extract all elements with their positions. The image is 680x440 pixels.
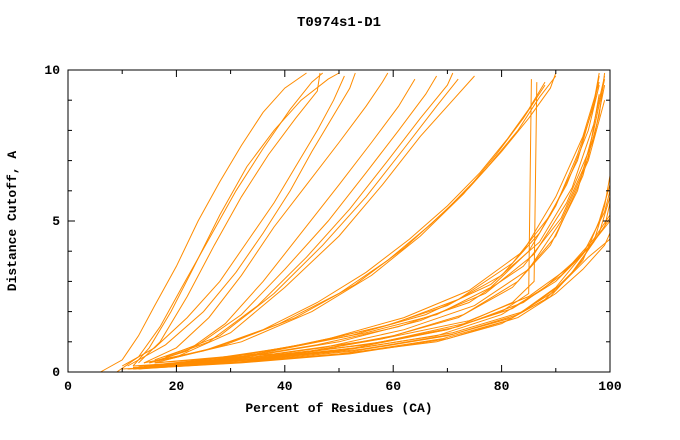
model-curve: [149, 78, 416, 364]
y-tick-label: 0: [52, 365, 60, 380]
model-curve: [143, 85, 606, 367]
model-curve: [149, 82, 538, 367]
model-curve: [116, 72, 324, 373]
model-curve: [138, 72, 321, 364]
chart-title: T0974s1-D1: [297, 15, 381, 31]
axes-group: [67, 69, 611, 373]
curves-group: [100, 72, 611, 373]
model-curve: [100, 72, 307, 373]
x-tick-label: 80: [494, 379, 510, 394]
model-curve: [154, 75, 606, 364]
model-curve: [149, 81, 600, 367]
model-curve: [138, 100, 606, 367]
model-curve: [127, 78, 606, 370]
model-curve: [138, 84, 600, 370]
model-curve: [127, 196, 611, 370]
y-tick-label: 5: [52, 214, 60, 229]
x-tick-label: 40: [277, 379, 293, 394]
model-curve: [165, 84, 546, 361]
tick-labels-group: 0 20 40 60 80 100 0 5 10: [44, 63, 622, 394]
model-curve: [143, 72, 600, 367]
model-curve: [132, 72, 606, 370]
model-curve: [138, 190, 611, 368]
x-tick-label: 100: [598, 379, 622, 394]
model-curve: [121, 75, 345, 367]
y-tick-label: 10: [44, 63, 60, 78]
model-curve: [165, 78, 459, 358]
y-axis-label: Distance Cutoff, A: [5, 151, 20, 292]
model-curve: [132, 72, 340, 367]
model-curve: [143, 72, 389, 364]
model-curve: [154, 75, 557, 364]
model-curve: [154, 217, 611, 364]
x-tick-label: 20: [169, 379, 185, 394]
x-tick-label: 0: [64, 379, 72, 394]
x-axis-label: Percent of Residues (CA): [245, 401, 432, 416]
model-curve: [176, 75, 475, 358]
model-curve: [159, 72, 454, 361]
x-tick-label: 60: [385, 379, 401, 394]
model-curve: [143, 81, 546, 364]
model-curve: [127, 72, 356, 367]
model-curve: [154, 75, 438, 361]
model-curve: [149, 72, 557, 364]
